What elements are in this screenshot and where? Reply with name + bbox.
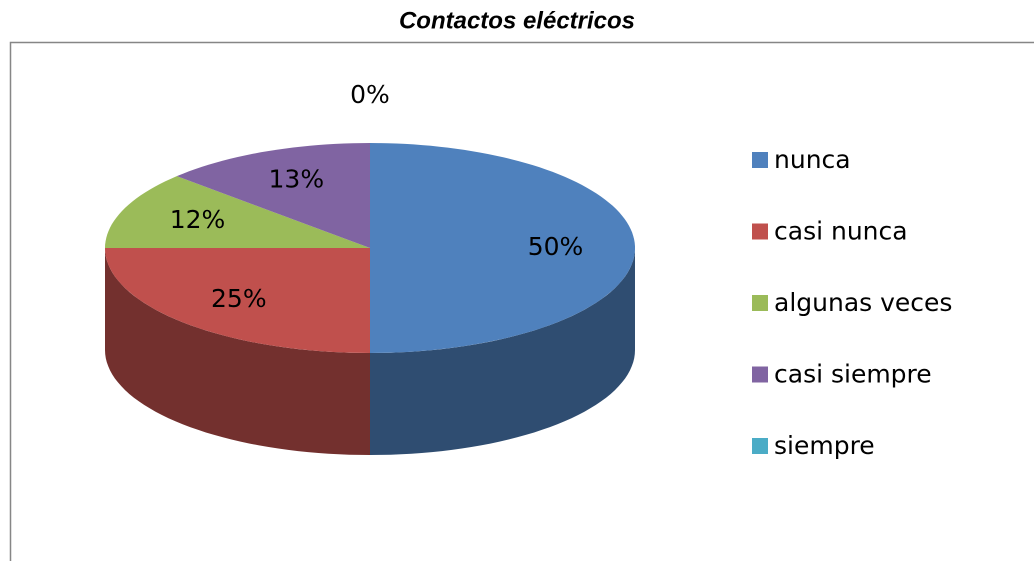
legend-swatch [752, 366, 768, 383]
legend-swatch [752, 223, 768, 240]
legend-label: nunca [774, 145, 851, 174]
data-label: 0% [350, 80, 390, 109]
legend-label: casi nunca [774, 217, 908, 246]
pie-side [370, 248, 635, 455]
legend-label: casi siempre [774, 360, 932, 389]
chart-title: Contactos eléctricos [399, 7, 635, 34]
chart-border [9, 41, 1034, 561]
pie-slice [176, 143, 370, 248]
pie-slice [370, 143, 635, 353]
data-label: 13% [269, 165, 325, 194]
pie-slice [105, 176, 370, 248]
data-label: 50% [528, 232, 584, 261]
legend-label: siempre [774, 431, 875, 460]
legend-swatch [752, 438, 768, 454]
legend-swatch [752, 152, 768, 168]
data-label: 25% [211, 284, 267, 313]
data-label: 12% [170, 205, 226, 234]
legend: nunca casi nunca algunas veces casi siempre… [752, 145, 952, 460]
pie-slice [105, 248, 370, 353]
pie-side [105, 248, 370, 455]
legend-swatch [752, 295, 768, 311]
pie: 50% 25% 12% 13% 0% [105, 80, 635, 455]
legend-label: algunas veces [774, 288, 952, 317]
